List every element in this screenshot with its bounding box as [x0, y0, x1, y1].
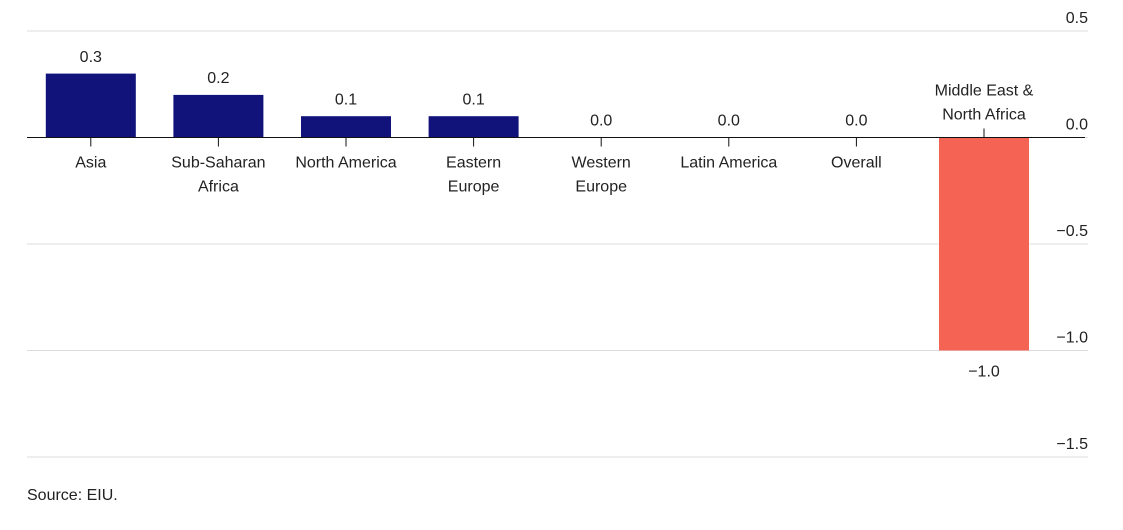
- value-label: 0.0: [845, 113, 867, 130]
- x-tick-label: Middle East & North Africa: [935, 83, 1034, 124]
- bar: [173, 94, 264, 138]
- x-tick-label: Eastern Europe: [446, 155, 501, 196]
- x-tick-label: Sub-Saharan Africa: [171, 155, 265, 196]
- bar: [939, 137, 1029, 351]
- bar: [428, 116, 519, 138]
- value-label: 0.1: [335, 91, 357, 108]
- bar: [301, 116, 391, 138]
- x-tick-label: Overall: [831, 155, 882, 172]
- x-tick-label: Asia: [75, 155, 106, 172]
- y-tick-label: −1.0: [1056, 330, 1088, 347]
- x-tick-label: North America: [295, 155, 396, 172]
- value-label: 0.2: [207, 70, 229, 87]
- y-tick-label: 0.5: [1066, 10, 1088, 27]
- x-tick-label: Western Europe: [572, 155, 631, 196]
- value-label: 0.0: [718, 113, 740, 130]
- source-note: Source: EIU.: [27, 487, 118, 504]
- value-label: −1.0: [968, 364, 1000, 381]
- value-label: 0.3: [80, 49, 102, 66]
- bar: [45, 73, 136, 138]
- y-tick-label: −1.5: [1056, 436, 1088, 453]
- y-tick-label: 0.0: [1066, 117, 1088, 134]
- y-tick-label: −0.5: [1056, 223, 1088, 240]
- value-label: 0.1: [462, 91, 484, 108]
- value-label: 0.0: [590, 113, 612, 130]
- x-tick-label: Latin America: [680, 155, 777, 172]
